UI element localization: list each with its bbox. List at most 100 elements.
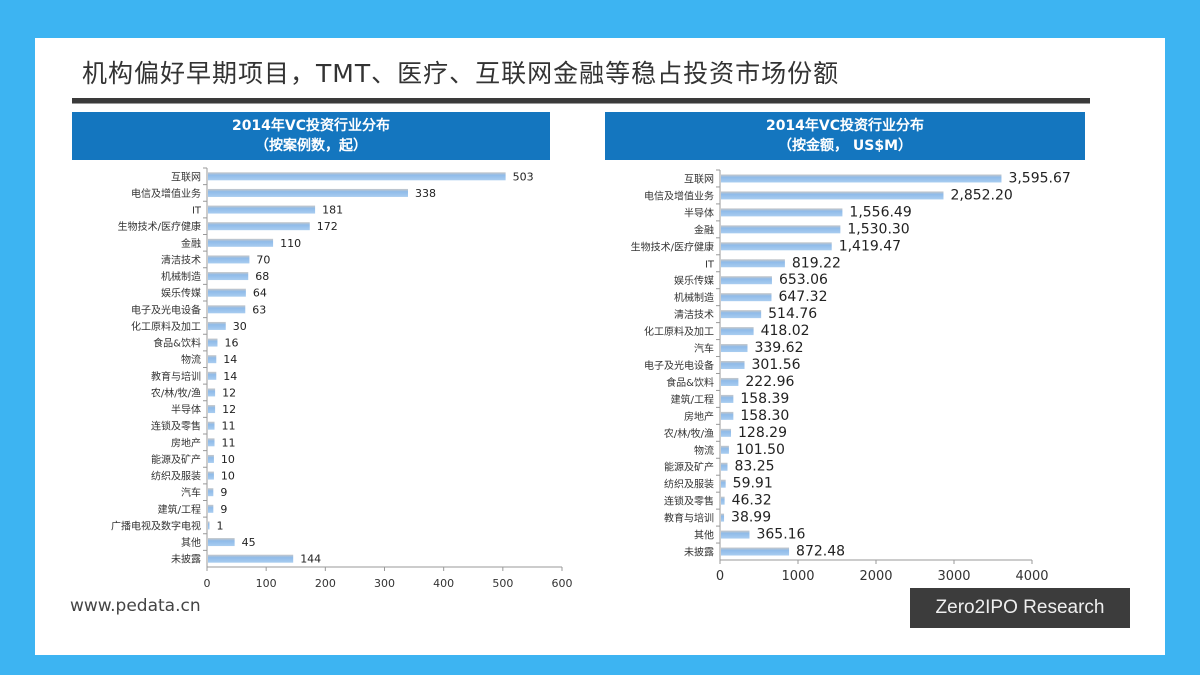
bar xyxy=(208,321,226,330)
x-tick-label: 4000 xyxy=(1015,569,1048,584)
category-label: 教育与培训 xyxy=(664,512,714,525)
data-label: 101.50 xyxy=(736,442,785,458)
x-tick-label: 500 xyxy=(492,577,513,590)
data-label: 1 xyxy=(217,519,224,532)
category-label: 半导体 xyxy=(684,206,714,219)
category-label: 娱乐传媒 xyxy=(674,274,714,287)
data-label: 12 xyxy=(222,386,236,399)
data-label: 38.99 xyxy=(731,510,771,526)
category-label: 物流 xyxy=(694,444,714,457)
data-label: 819.22 xyxy=(792,255,841,271)
bar xyxy=(721,547,790,556)
data-label: 16 xyxy=(224,337,238,350)
data-label: 503 xyxy=(513,170,534,183)
category-label: 未披露 xyxy=(684,546,714,559)
bar xyxy=(721,428,732,437)
bar xyxy=(721,513,725,522)
bar xyxy=(721,411,734,420)
bar xyxy=(721,242,832,251)
data-label: 30 xyxy=(233,320,247,333)
category-label: 生物技术/医疗健康 xyxy=(118,220,201,233)
data-label: 9 xyxy=(220,503,227,516)
bar xyxy=(208,222,310,231)
bar xyxy=(721,445,729,454)
bar xyxy=(208,388,216,397)
bar xyxy=(208,454,214,463)
category-label: IT xyxy=(705,259,715,270)
category-label: IT xyxy=(192,206,202,217)
bar xyxy=(721,344,748,353)
bar xyxy=(721,361,745,369)
category-label: 电子及光电设备 xyxy=(644,359,714,372)
category-label: 半导体 xyxy=(171,403,201,416)
bar xyxy=(721,259,785,268)
data-label: 110 xyxy=(280,237,301,250)
data-label: 1,556.49 xyxy=(849,204,911,220)
bar xyxy=(721,208,843,217)
category-label: 电信及增值业务 xyxy=(131,187,201,200)
bar xyxy=(721,394,734,403)
bar xyxy=(721,293,772,302)
data-label: 11 xyxy=(222,436,236,449)
category-label: 汽车 xyxy=(694,342,714,355)
category-label: 化工原料及加工 xyxy=(131,320,201,333)
category-label: 能源及矿产 xyxy=(664,461,714,474)
bar xyxy=(208,205,316,214)
data-label: 144 xyxy=(300,553,321,566)
data-label: 338 xyxy=(415,187,436,200)
bar xyxy=(208,521,210,530)
category-label: 广播电视及数字电视 xyxy=(111,519,201,532)
category-label: 清洁技术 xyxy=(674,308,714,321)
data-label: 10 xyxy=(221,470,235,483)
data-label: 514.76 xyxy=(768,306,817,322)
category-label: 互联网 xyxy=(171,171,201,183)
x-tick-label: 0 xyxy=(716,569,724,584)
bar xyxy=(721,479,726,488)
x-tick-label: 200 xyxy=(315,577,336,590)
bar xyxy=(208,405,216,414)
chart-header-right: 2014年VC投资行业分布 （按金额， US$M） xyxy=(605,112,1085,160)
category-label: 机械制造 xyxy=(674,291,714,304)
bar xyxy=(721,310,762,319)
bar xyxy=(208,255,250,264)
data-label: 14 xyxy=(223,353,237,366)
category-label: 食品&饮料 xyxy=(153,337,201,350)
category-label: 农/林/牧/渔 xyxy=(664,427,714,440)
x-tick-label: 0 xyxy=(204,577,211,590)
category-label: 纺织及服装 xyxy=(151,470,201,483)
x-tick-label: 300 xyxy=(374,577,395,590)
bar xyxy=(721,377,739,386)
bar xyxy=(208,272,249,281)
category-label: 生物技术/医疗健康 xyxy=(631,240,714,253)
bar xyxy=(208,355,217,364)
category-label: 房地产 xyxy=(684,410,714,423)
category-label: 娱乐传媒 xyxy=(161,287,201,300)
bar xyxy=(208,188,408,197)
data-label: 68 xyxy=(255,270,269,283)
x-tick-label: 400 xyxy=(433,577,454,590)
bar xyxy=(721,530,750,539)
bar xyxy=(208,554,294,563)
data-label: 158.39 xyxy=(740,391,789,407)
bar xyxy=(721,174,1002,183)
bar xyxy=(208,471,214,480)
title-divider xyxy=(72,98,1090,104)
category-label: 教育与培训 xyxy=(151,370,201,383)
category-label: 能源及矿产 xyxy=(151,453,201,466)
data-label: 64 xyxy=(253,287,267,300)
category-label: 连锁及零售 xyxy=(151,420,201,433)
brand-logo: Zero2IPO Research xyxy=(910,588,1130,628)
bar xyxy=(208,238,274,247)
data-label: 181 xyxy=(322,204,343,217)
bar xyxy=(208,371,217,380)
category-label: 金融 xyxy=(694,223,714,236)
category-label: 未披露 xyxy=(171,553,201,566)
footer-url: www.pedata.cn xyxy=(70,596,201,616)
data-label: 2,852.20 xyxy=(950,187,1012,203)
chart-title: 2014年VC投资行业分布 xyxy=(765,118,925,134)
bar xyxy=(208,421,215,430)
data-label: 9 xyxy=(220,486,227,499)
category-label: 化工原料及加工 xyxy=(644,325,714,338)
data-label: 3,595.67 xyxy=(1008,170,1070,186)
